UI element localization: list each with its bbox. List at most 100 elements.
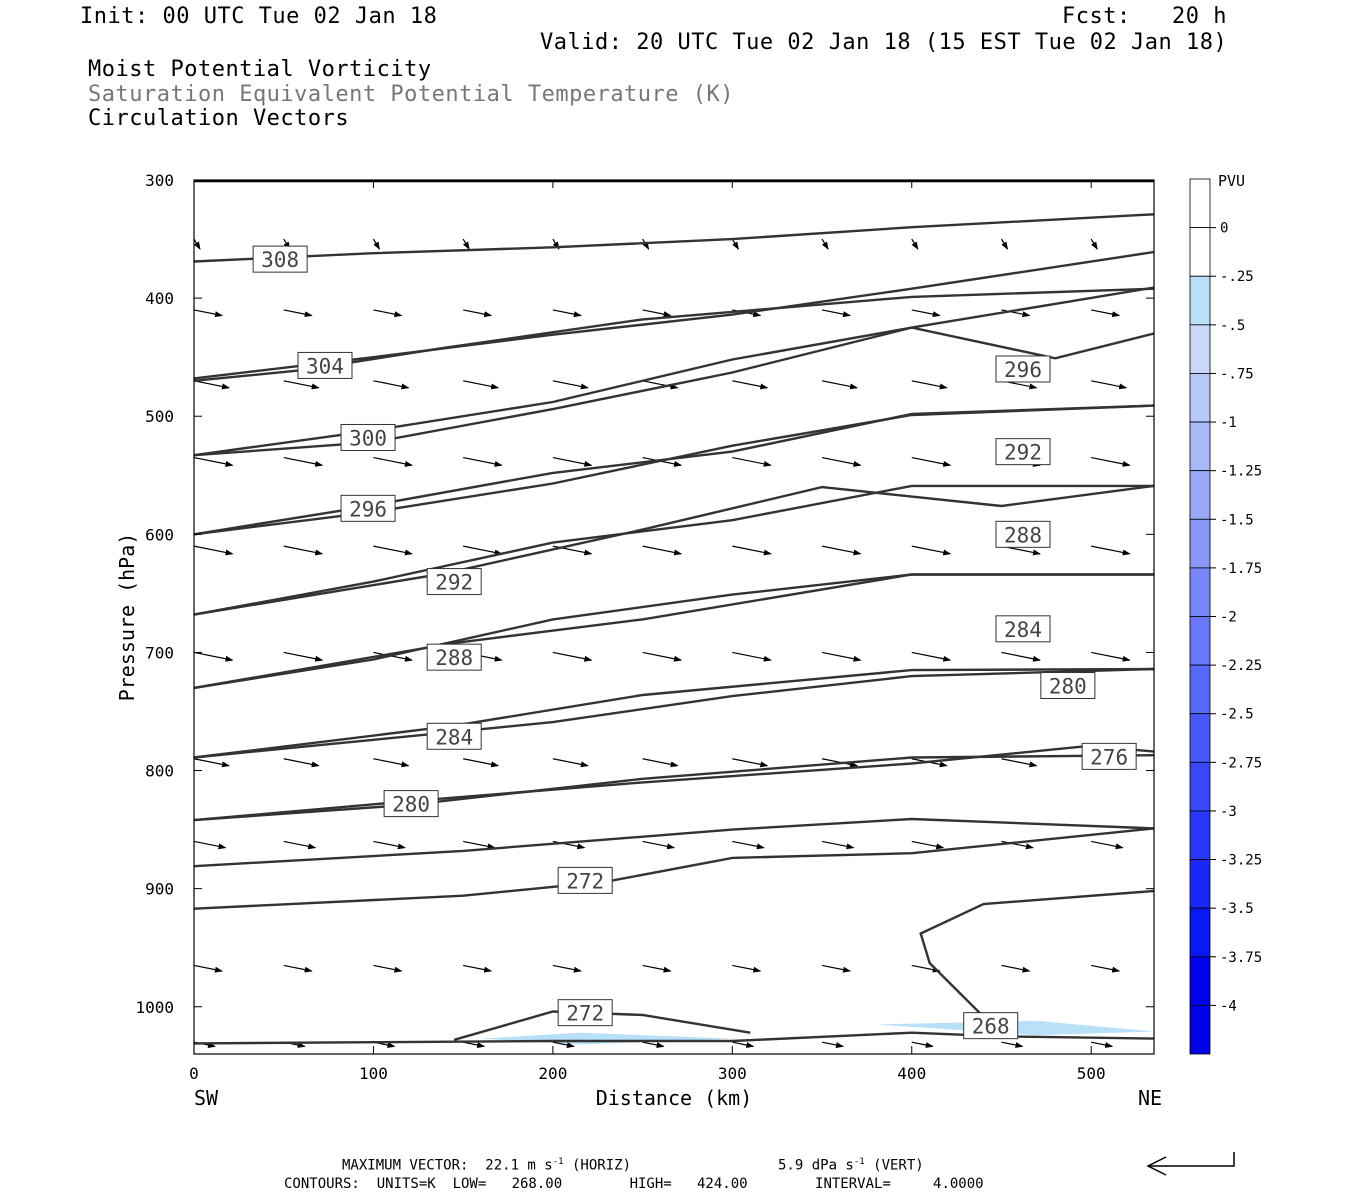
theta-es-contour <box>919 889 1155 1023</box>
colorbar-swatch <box>1189 567 1211 617</box>
contour-label: 284 <box>435 725 473 749</box>
circulation-vector <box>642 964 672 973</box>
circulation-vector <box>463 456 503 467</box>
circulation-vector <box>373 758 410 768</box>
circulation-vector <box>732 545 772 556</box>
circulation-vector <box>1001 964 1031 973</box>
contour-label: 292 <box>435 571 473 595</box>
circulation-vector <box>731 238 739 250</box>
circulation-vector <box>1000 238 1008 250</box>
colorbar-label: -2.75 <box>1220 755 1262 771</box>
circulation-vector <box>552 309 582 318</box>
contour-label-box <box>995 615 1051 643</box>
y-axis-title: Pressure (hPa) <box>115 533 139 702</box>
contour-label-box <box>340 423 396 451</box>
circulation-vector <box>642 380 679 390</box>
colorbar-label: -2 <box>1220 610 1237 626</box>
contour-label-box <box>995 438 1051 466</box>
circulation-vector <box>1001 758 1038 768</box>
max-vector-horiz: MAXIMUM VECTOR: 22.1 m s-1 (HORIZ) <box>342 1157 632 1174</box>
y-tick-label: 600 <box>145 525 174 544</box>
circulation-vector <box>552 380 589 390</box>
field-title-vectors: Circulation Vectors <box>88 106 350 131</box>
contour-label: 272 <box>566 869 604 893</box>
contour-label: 300 <box>349 426 387 450</box>
theta-es-contour <box>193 287 1155 382</box>
theta-es-contour <box>193 667 1155 759</box>
circulation-vector <box>732 758 769 768</box>
circulation-vector <box>642 758 679 768</box>
field-title-mpv: Moist Potential Vorticity <box>88 57 432 82</box>
reference-vector-icon <box>1146 1152 1235 1176</box>
colorbar-swatch <box>1189 1004 1211 1055</box>
theta-es-contour <box>193 827 1155 910</box>
circulation-vector <box>911 840 945 850</box>
y-tick-label: 1000 <box>135 998 174 1017</box>
colorbar-label: -3.25 <box>1220 853 1262 869</box>
x-tick-label: 500 <box>1077 1064 1106 1083</box>
circulation-vector <box>193 238 201 250</box>
colorbar-label: -.75 <box>1220 366 1254 382</box>
circulation-vector <box>911 651 952 662</box>
colorbar-label: -2.5 <box>1220 707 1254 723</box>
theta-es-contour <box>193 573 1154 690</box>
circulation-vector <box>821 651 862 662</box>
contour-label: 296 <box>349 497 387 521</box>
circulation-vector <box>732 1041 755 1048</box>
circulation-vector <box>283 758 320 768</box>
circulation-vector <box>911 456 952 467</box>
max-vector-vert: 5.9 dPa s-1 (VERT) <box>778 1157 924 1174</box>
colorbar-swatch <box>1189 956 1211 1006</box>
circulation-vector <box>1090 238 1098 250</box>
colorbar-swatch <box>1189 518 1211 569</box>
colorbar-label: -4 <box>1220 998 1237 1014</box>
theta-es-contour <box>193 404 1155 536</box>
contour-label: 288 <box>1004 523 1042 547</box>
colorbar-swatch <box>1189 227 1211 277</box>
contour-label-box <box>426 643 482 671</box>
circulation-vector <box>732 651 772 662</box>
circulation-vector <box>193 758 230 768</box>
contour-label: 308 <box>261 248 299 272</box>
circulation-vector <box>463 964 493 973</box>
circulation-vector <box>552 456 593 467</box>
circulation-vector <box>1091 456 1131 467</box>
contour-label: 272 <box>566 1002 604 1026</box>
contour-label-box <box>995 520 1051 548</box>
field-title-thetaes: Saturation Equivalent Potential Temperat… <box>88 82 735 107</box>
contour-label-box <box>297 351 353 379</box>
circulation-vector <box>642 651 683 662</box>
theta-es-contour <box>193 404 1155 536</box>
x-tick-label: 200 <box>538 1064 567 1083</box>
init-time: Init: 00 UTC Tue 02 Jan 18 <box>80 4 438 29</box>
circulation-vector <box>283 651 324 662</box>
circulation-vector <box>1091 1041 1114 1048</box>
circulation-vector <box>552 758 589 768</box>
circulation-vector <box>193 964 223 973</box>
circulation-vector <box>373 545 413 556</box>
contour-info: CONTOURS: UNITS=K LOW= 268.00 HIGH= 424.… <box>284 1176 984 1192</box>
colorbar-label: -2.25 <box>1220 658 1262 674</box>
x-right-end-label: NE <box>1138 1086 1162 1110</box>
theta-es-contour <box>193 484 1154 616</box>
circulation-vector <box>552 651 593 662</box>
circulation-vector <box>821 309 852 318</box>
circulation-vector <box>193 380 230 390</box>
colorbar-swatch <box>1189 470 1211 520</box>
circulation-vector <box>193 309 223 318</box>
circulation-vector <box>911 1041 934 1048</box>
circulation-vector <box>283 545 324 556</box>
circulation-vector <box>373 964 403 973</box>
circulation-vector <box>373 840 406 850</box>
circulation-vector <box>642 309 672 318</box>
colorbar-label: -3.5 <box>1220 901 1254 917</box>
pv-shading <box>481 1032 733 1045</box>
colorbar-label: -.25 <box>1220 269 1254 285</box>
contour-label-box <box>557 999 613 1027</box>
circulation-vector <box>462 238 470 250</box>
circulation-vector <box>373 380 410 390</box>
circulation-vector <box>463 309 493 318</box>
circulation-vector <box>911 545 952 556</box>
theta-es-contour <box>193 754 1155 822</box>
circulation-vector <box>1091 545 1131 556</box>
